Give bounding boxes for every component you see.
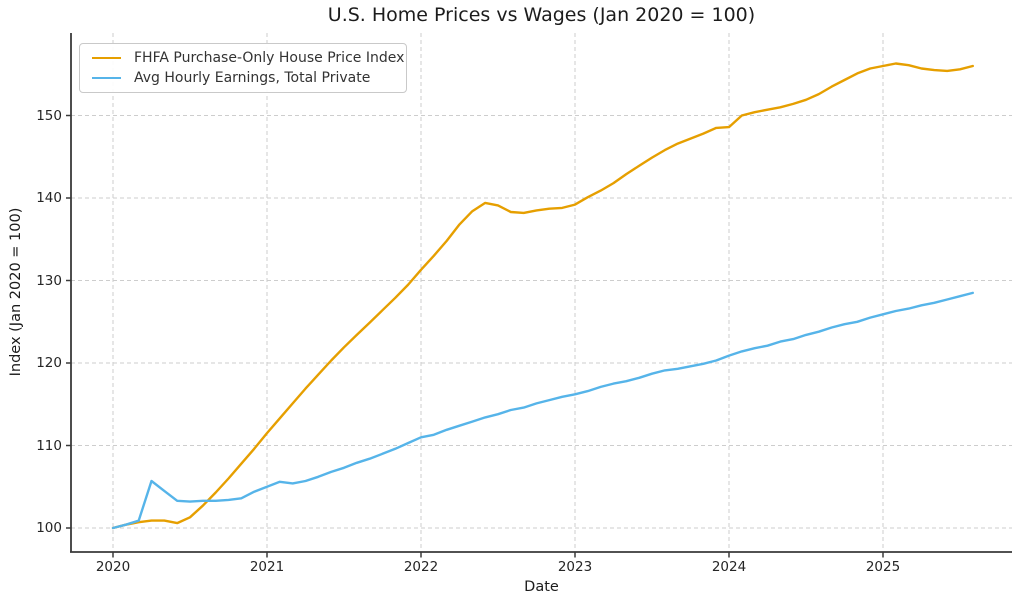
y-tick-label: 120 xyxy=(36,355,62,371)
x-tick-label: 2021 xyxy=(249,559,285,575)
y-tick-label: 100 xyxy=(36,520,62,536)
x-tick-label: 2023 xyxy=(557,559,593,575)
y-tick-label: 140 xyxy=(36,190,62,206)
x-axis-label: Date xyxy=(524,579,559,595)
legend-item-wages: Avg Hourly Earnings, Total Private xyxy=(92,68,396,88)
legend-label-wages: Avg Hourly Earnings, Total Private xyxy=(134,70,371,87)
wages-line xyxy=(111,291,974,530)
home-prices-line-swatch xyxy=(92,56,121,59)
legend-label-home-prices: FHFA Purchase-Only House Price Index xyxy=(134,49,405,66)
chart-title: U.S. Home Prices vs Wages (Jan 2020 = 10… xyxy=(327,4,756,26)
legend-box: FHFA Purchase-Only House Price Index Avg… xyxy=(79,43,407,93)
x-tick-label: 2025 xyxy=(865,559,901,575)
y-tick-label: 110 xyxy=(36,437,62,454)
axes-spines xyxy=(66,33,1012,558)
y-axis-label: Index (Jan 2020 = 100) xyxy=(8,207,24,377)
x-tick-label: 2022 xyxy=(403,559,439,575)
gridlines xyxy=(71,33,1012,552)
home-prices-line xyxy=(111,62,974,530)
x-tick-label: 2024 xyxy=(711,559,747,575)
wages-line-swatch xyxy=(92,77,121,80)
x-tick-label: 2020 xyxy=(95,559,131,575)
y-tick-label: 150 xyxy=(36,107,62,124)
legend-item-home-prices: FHFA Purchase-Only House Price Index xyxy=(92,48,404,68)
y-tick-label: 130 xyxy=(36,272,62,289)
